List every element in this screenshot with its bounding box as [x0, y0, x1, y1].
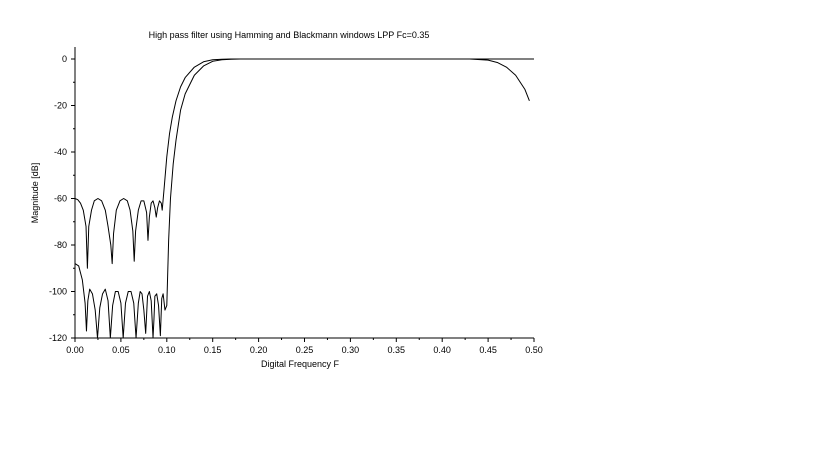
x-ticks: 0.00 0.05 0.10 0.15 0.20 0.25 0.30 0.35 0.40 0.45…	[66, 338, 543, 355]
x-tick-label: 0.10	[158, 345, 176, 355]
chart-title: High pass filter using Hamming and Black…	[149, 30, 430, 40]
y-ticks: 0 -20 -40 -60 -80 -100 -120	[49, 54, 75, 343]
x-tick-label: 0.40	[433, 345, 451, 355]
x-tick-label: 0.30	[342, 345, 360, 355]
x-axis-label: Digital Frequency F	[261, 359, 340, 369]
y-tick-label: -120	[49, 333, 67, 343]
y-tick-label: -80	[54, 240, 67, 250]
y-tick-label: -40	[54, 147, 67, 157]
x-tick-label: 0.50	[525, 345, 543, 355]
y-tick-label: -100	[49, 287, 67, 297]
x-tick-label: 0.05	[112, 345, 130, 355]
series-group	[74, 58, 534, 339]
x-tick-label: 0.25	[296, 345, 314, 355]
y-axis-label: Magnitude [dB]	[30, 163, 40, 224]
series-line-1	[74, 58, 534, 269]
x-tick-label: 0.00	[66, 345, 84, 355]
y-tick-label: -60	[54, 194, 67, 204]
x-tick-label: 0.20	[250, 345, 268, 355]
x-tick-label: 0.15	[204, 345, 222, 355]
series-line-2	[74, 58, 530, 339]
y-tick-label: -20	[54, 101, 67, 111]
x-tick-label: 0.45	[479, 345, 497, 355]
y-tick-label: 0	[62, 54, 67, 64]
x-tick-label: 0.35	[388, 345, 406, 355]
